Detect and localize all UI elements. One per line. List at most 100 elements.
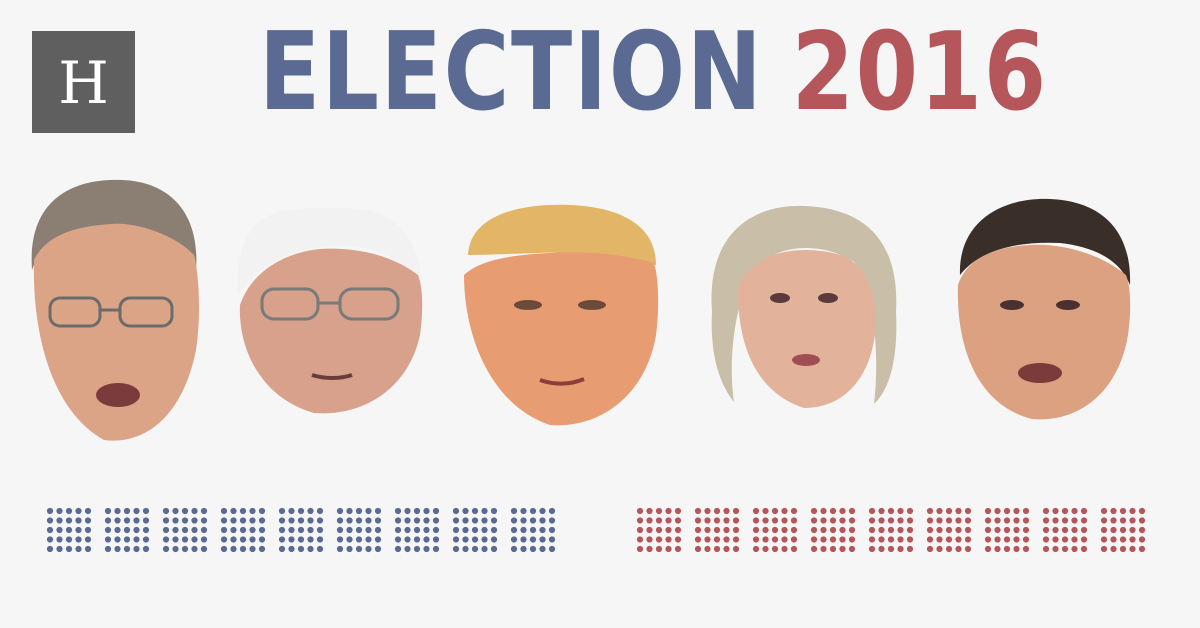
delegate-dot bbox=[462, 507, 469, 515]
delegate-dot bbox=[790, 536, 798, 543]
delegate-dot bbox=[723, 517, 730, 524]
delegate-dot bbox=[142, 536, 150, 543]
delegate-dot bbox=[1119, 526, 1127, 534]
delegate-dot bbox=[810, 545, 818, 553]
delegate-dot bbox=[1110, 507, 1117, 515]
delegate-dot bbox=[548, 507, 556, 515]
delegate-dot bbox=[404, 526, 411, 534]
delegate-dot bbox=[258, 526, 266, 534]
delegate-dot bbox=[752, 517, 760, 524]
delegate-dot bbox=[694, 536, 702, 543]
delegate-dot bbox=[839, 526, 846, 534]
delegate-dot bbox=[423, 545, 430, 553]
delegate-dot bbox=[674, 526, 682, 534]
delegate-dot bbox=[191, 526, 198, 534]
candidate-face-3-portrait bbox=[464, 204, 659, 426]
delegate-dot bbox=[355, 507, 363, 515]
delegate-dot bbox=[432, 545, 440, 553]
delegate-dot bbox=[945, 517, 953, 524]
delegate-dot bbox=[181, 526, 189, 534]
delegate-dot bbox=[878, 517, 885, 524]
delegate-dot bbox=[355, 526, 363, 534]
delegate-dot bbox=[65, 545, 73, 553]
delegate-dot bbox=[1022, 517, 1030, 524]
delegate-dot bbox=[471, 507, 479, 515]
delegate-dot bbox=[249, 545, 256, 553]
delegate-grid-republican bbox=[636, 507, 1146, 553]
delegate-dot bbox=[878, 526, 885, 534]
delegate-dot bbox=[200, 517, 208, 524]
face-3-mouth bbox=[539, 377, 585, 386]
title-word: ELECTION bbox=[259, 10, 764, 135]
delegate-dot bbox=[906, 526, 914, 534]
delegate-dot bbox=[142, 545, 150, 553]
delegate-dot bbox=[258, 545, 266, 553]
delegate-dot bbox=[829, 517, 837, 524]
delegate-dot bbox=[75, 526, 82, 534]
candidate-face-2-portrait bbox=[237, 207, 423, 414]
delegate-dot bbox=[897, 517, 904, 524]
delegate-dot bbox=[230, 536, 237, 543]
delegate-dot bbox=[249, 507, 256, 515]
delegate-dot bbox=[413, 526, 421, 534]
delegate-dot bbox=[839, 507, 846, 515]
delegate-dot bbox=[142, 507, 150, 515]
delegate-dot bbox=[1138, 517, 1146, 524]
delegate-dot bbox=[926, 536, 934, 543]
delegate-dot bbox=[278, 526, 286, 534]
delegate-dot bbox=[239, 517, 247, 524]
delegate-dot bbox=[955, 517, 962, 524]
delegate-dot bbox=[713, 507, 721, 515]
delegate-dot bbox=[704, 526, 711, 534]
delegate-dot bbox=[452, 536, 460, 543]
delegate-dot bbox=[258, 517, 266, 524]
candidate-face-1-portrait bbox=[31, 179, 200, 441]
delegate-dot bbox=[181, 536, 189, 543]
delegate-dot bbox=[936, 517, 943, 524]
delegate-dot bbox=[646, 536, 653, 543]
delegate-dot bbox=[520, 536, 527, 543]
delegate-dot bbox=[994, 545, 1001, 553]
delegate-dot bbox=[1022, 545, 1030, 553]
delegate-dot bbox=[984, 545, 992, 553]
delegate-dot bbox=[374, 526, 382, 534]
delegate-dot bbox=[1129, 536, 1136, 543]
delegate-dot bbox=[432, 517, 440, 524]
delegate-dot bbox=[114, 545, 121, 553]
delegate-dot bbox=[1129, 526, 1136, 534]
delegate-dot bbox=[820, 545, 827, 553]
delegate-grid-democratic bbox=[46, 507, 556, 553]
delegate-dot bbox=[646, 507, 653, 515]
delegate-dot bbox=[162, 517, 170, 524]
delegate-dot bbox=[539, 545, 546, 553]
delegate-dot bbox=[694, 507, 702, 515]
delegate-dot bbox=[655, 526, 663, 534]
face-5-hair bbox=[959, 198, 1131, 285]
delegate-dot bbox=[278, 536, 286, 543]
delegate-dot bbox=[288, 517, 295, 524]
delegate-dot bbox=[249, 517, 256, 524]
site-logo[interactable]: H bbox=[32, 31, 135, 133]
delegate-dot bbox=[848, 526, 856, 534]
face-4-eye-left bbox=[770, 293, 790, 303]
delegate-dot bbox=[307, 536, 314, 543]
delegate-dot bbox=[906, 507, 914, 515]
delegate-dot bbox=[481, 526, 488, 534]
delegate-dot bbox=[1100, 526, 1108, 534]
delegate-dot bbox=[868, 526, 876, 534]
face-4-skin bbox=[738, 250, 876, 408]
delegate-dot bbox=[481, 545, 488, 553]
delegate-dot bbox=[964, 517, 972, 524]
delegate-dot bbox=[404, 507, 411, 515]
delegate-dot bbox=[1022, 507, 1030, 515]
delegate-dot bbox=[510, 526, 518, 534]
delegate-dot bbox=[713, 526, 721, 534]
delegate-dot bbox=[548, 545, 556, 553]
delegate-dot bbox=[655, 545, 663, 553]
face-4-eye-right bbox=[818, 293, 838, 303]
delegate-dot bbox=[955, 526, 962, 534]
delegate-dot bbox=[897, 507, 904, 515]
delegate-dot bbox=[1052, 526, 1059, 534]
delegate-dot bbox=[114, 526, 121, 534]
delegate-dot bbox=[539, 517, 546, 524]
